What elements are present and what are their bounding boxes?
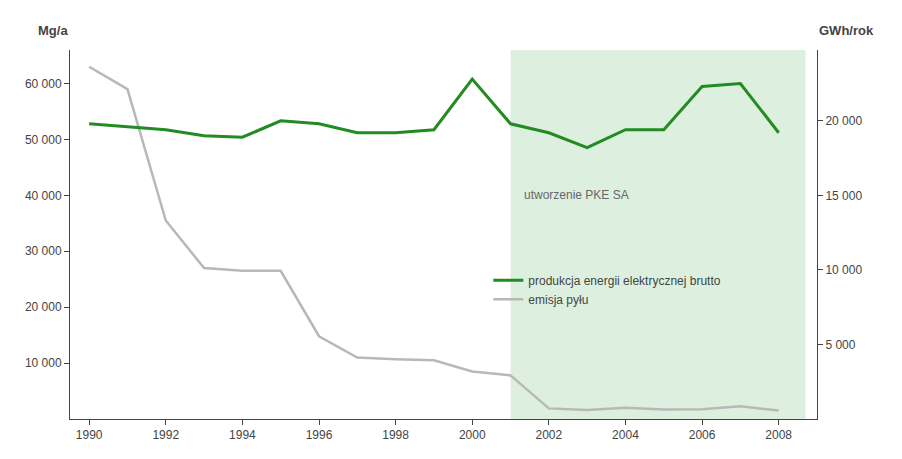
svg-text:2008: 2008 — [765, 428, 792, 442]
svg-text:GWh/rok: GWh/rok — [819, 23, 874, 38]
svg-text:40 000: 40 000 — [25, 189, 62, 203]
svg-text:emisja pyłu: emisja pyłu — [528, 293, 588, 307]
svg-text:2004: 2004 — [612, 428, 639, 442]
svg-text:1992: 1992 — [152, 428, 179, 442]
svg-text:2000: 2000 — [459, 428, 486, 442]
svg-text:2002: 2002 — [535, 428, 562, 442]
svg-text:20 000: 20 000 — [825, 114, 862, 128]
svg-text:1996: 1996 — [306, 428, 333, 442]
svg-text:30 000: 30 000 — [25, 244, 62, 258]
svg-text:Mg/a: Mg/a — [38, 23, 68, 38]
svg-text:50 000: 50 000 — [25, 133, 62, 147]
svg-text:1998: 1998 — [382, 428, 409, 442]
svg-text:1990: 1990 — [76, 428, 103, 442]
svg-text:60 000: 60 000 — [25, 77, 62, 91]
svg-text:5 000: 5 000 — [825, 338, 855, 352]
svg-text:2006: 2006 — [689, 428, 716, 442]
svg-text:1994: 1994 — [229, 428, 256, 442]
svg-text:20 000: 20 000 — [25, 300, 62, 314]
svg-text:utworzenie PKE SA: utworzenie PKE SA — [524, 188, 629, 202]
svg-text:10 000: 10 000 — [825, 263, 862, 277]
svg-text:15 000: 15 000 — [825, 189, 862, 203]
svg-text:produkcja energii elektrycznej: produkcja energii elektrycznej brutto — [528, 274, 720, 288]
svg-text:10 000: 10 000 — [25, 356, 62, 370]
